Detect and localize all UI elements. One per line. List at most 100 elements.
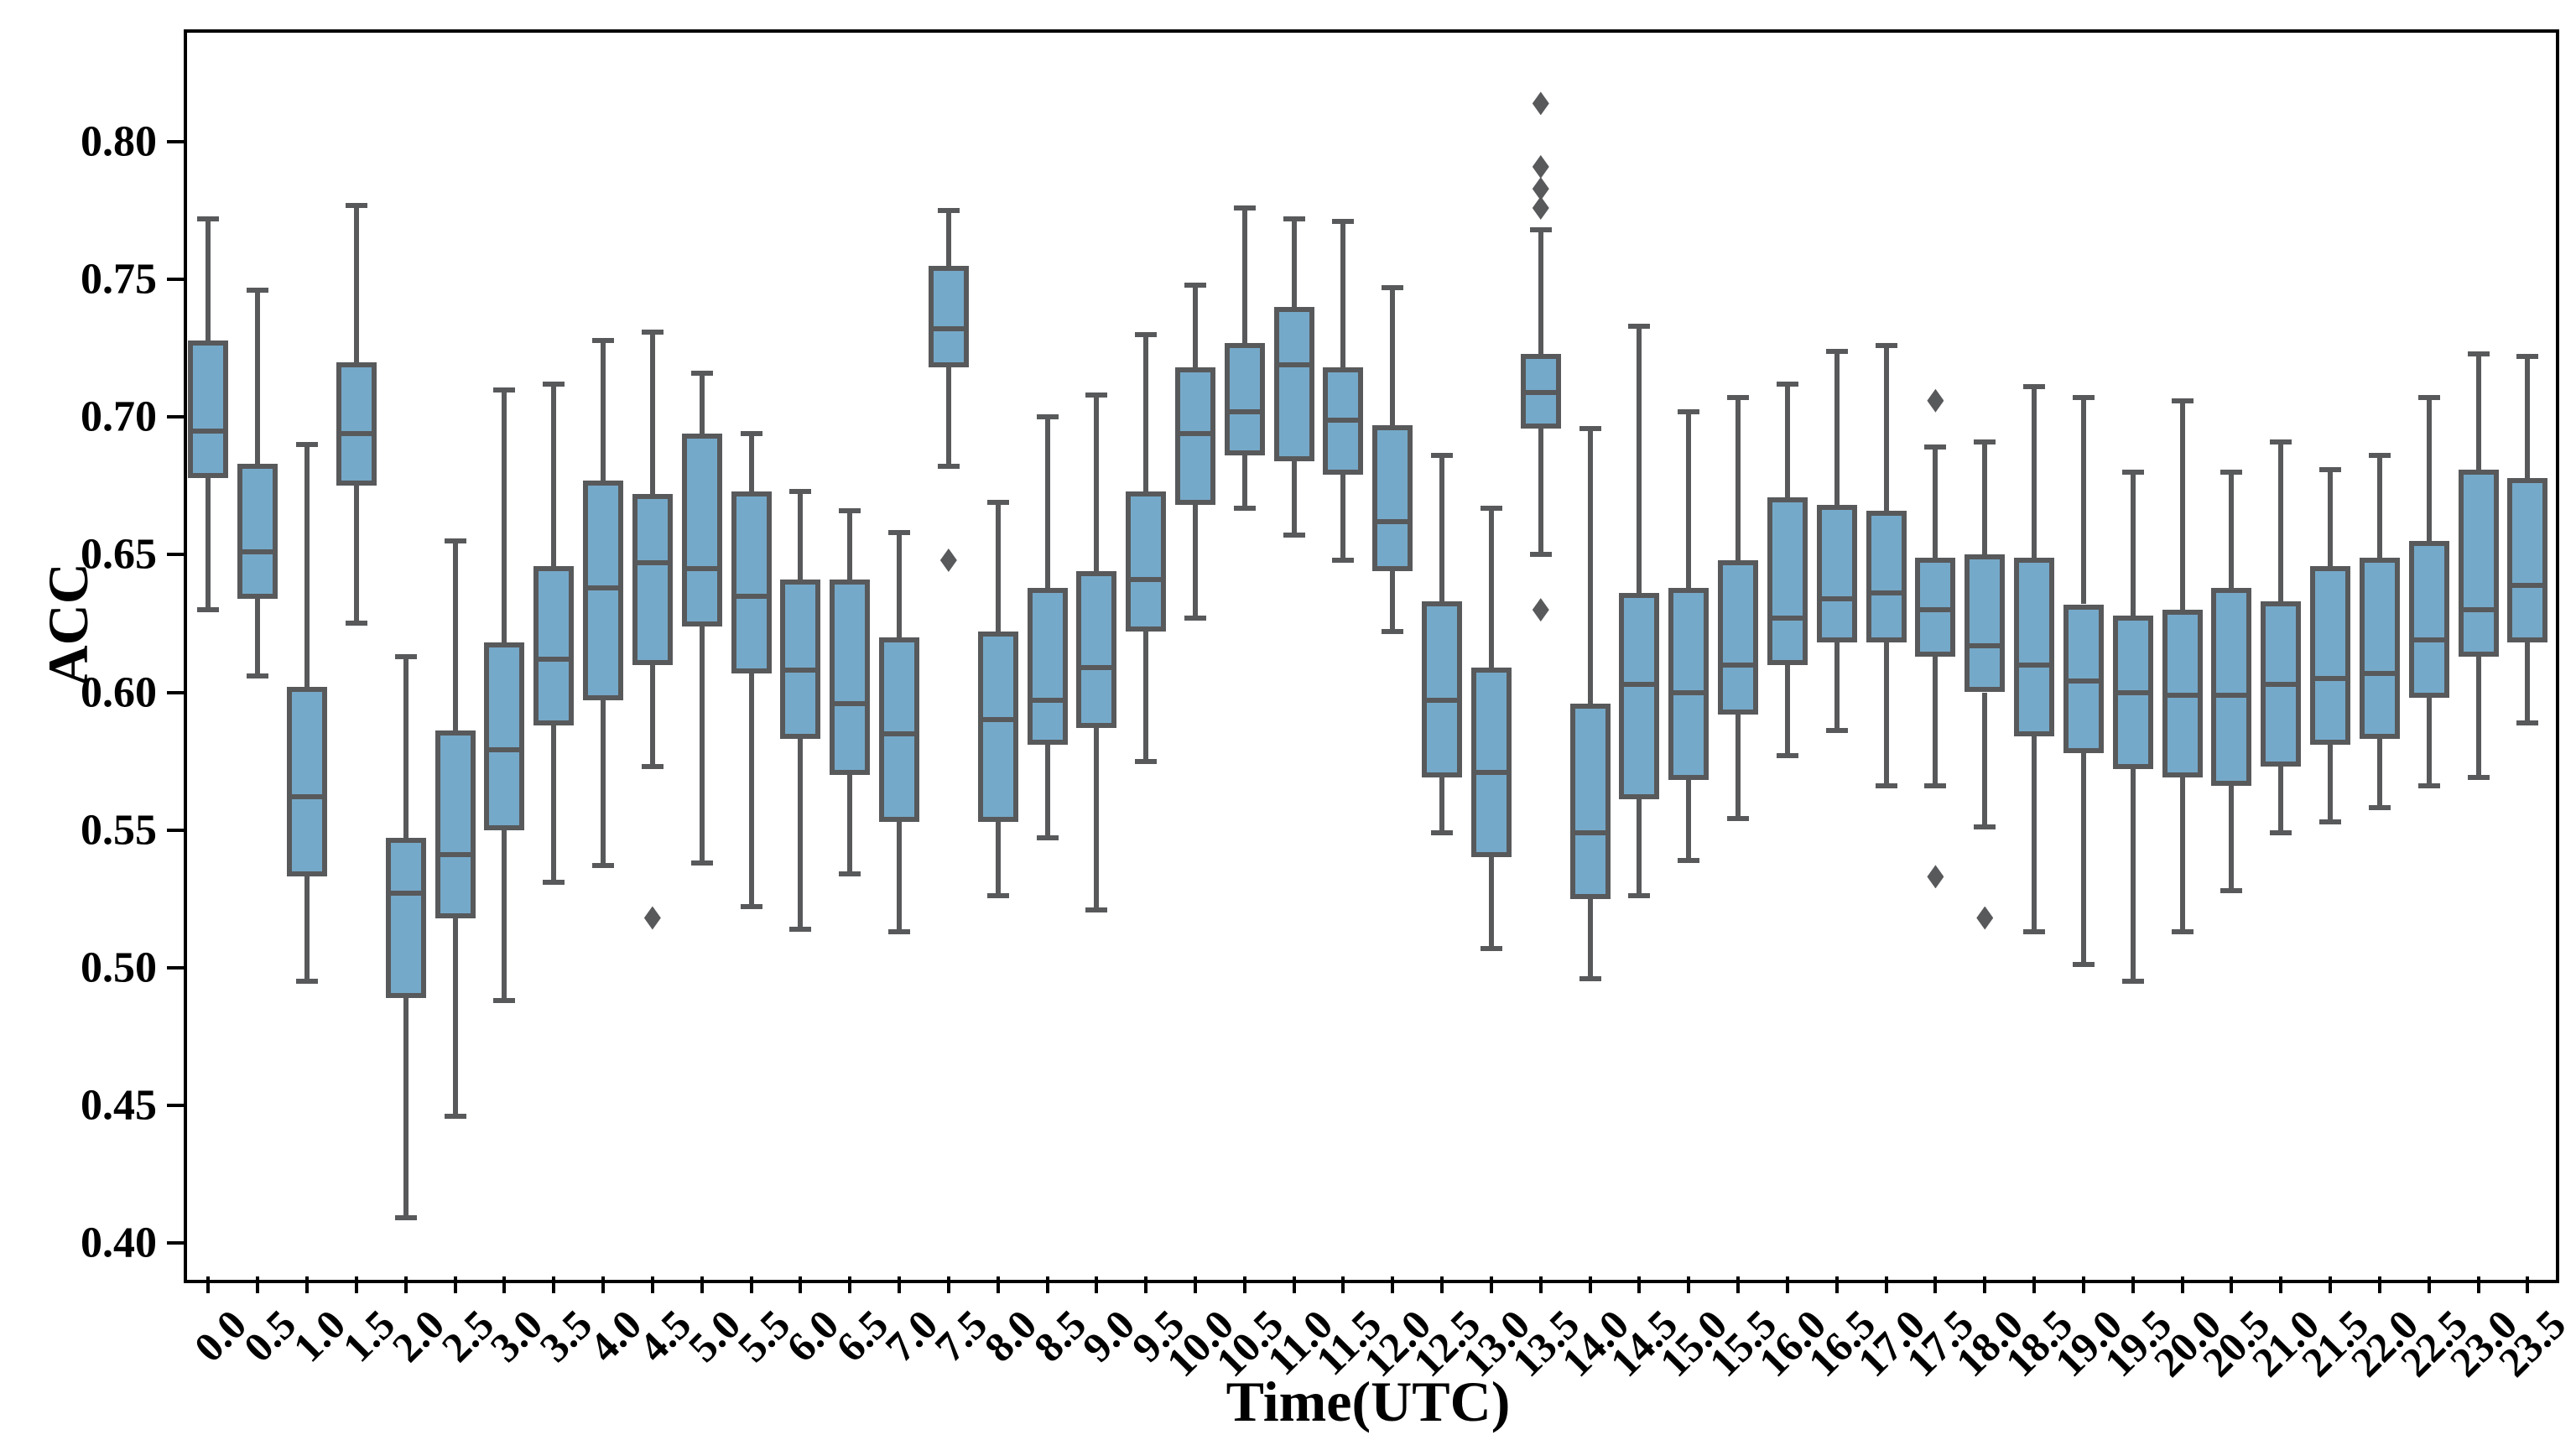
x-tick — [256, 1276, 260, 1293]
x-tick — [898, 1276, 902, 1293]
lower-whisker — [2376, 739, 2382, 808]
lower-whisker — [1241, 455, 1247, 508]
lower-whisker — [1933, 656, 1939, 787]
x-tick — [1687, 1276, 1691, 1293]
box-18.5 — [2014, 557, 2055, 736]
upper-whisker-cap — [197, 216, 220, 222]
median-line — [1965, 642, 2006, 648]
lower-whisker — [353, 486, 359, 624]
lower-whisker-cap — [1135, 758, 1158, 764]
box-7.5 — [928, 265, 969, 368]
upper-whisker-cap — [345, 202, 367, 208]
x-tick — [1834, 1276, 1839, 1293]
upper-whisker-cap — [1529, 227, 1552, 233]
lower-whisker — [1044, 744, 1050, 839]
median-line — [1569, 829, 1611, 835]
upper-whisker-cap — [1924, 444, 1947, 450]
upper-whisker — [1291, 219, 1297, 308]
box-12.5 — [1422, 601, 1463, 778]
x-tick — [946, 1276, 950, 1293]
upper-whisker-cap — [2467, 351, 2490, 356]
upper-whisker-cap — [2319, 466, 2342, 472]
y-tick-label: 0.60 — [81, 668, 157, 716]
outlier-diamond — [1532, 91, 1549, 116]
x-tick — [749, 1276, 753, 1293]
median-line — [1372, 519, 1413, 525]
upper-whisker — [2475, 353, 2481, 470]
box-12.0 — [1372, 425, 1413, 572]
outlier-diamond — [1532, 177, 1549, 201]
upper-whisker — [2229, 472, 2235, 588]
upper-whisker — [2179, 400, 2185, 611]
median-line — [1422, 698, 1463, 704]
upper-whisker — [2130, 472, 2136, 616]
box-14.0 — [1569, 703, 1611, 899]
lower-whisker — [995, 821, 1001, 897]
outlier-diamond — [1532, 154, 1549, 179]
lower-whisker — [2278, 767, 2284, 833]
lower-whisker — [1340, 475, 1346, 560]
box-8.5 — [1027, 587, 1068, 745]
median-line — [1866, 590, 1907, 596]
box-23.0 — [2458, 469, 2499, 657]
lower-whisker — [452, 918, 458, 1116]
upper-whisker-cap — [444, 538, 466, 544]
lower-whisker-cap — [592, 863, 615, 869]
y-tick-label: 0.65 — [81, 530, 157, 579]
x-tick — [1588, 1276, 1592, 1293]
y-tick-label: 0.40 — [81, 1219, 157, 1267]
median-line — [2112, 689, 2153, 695]
median-line — [1668, 689, 1710, 695]
lower-whisker-cap — [888, 928, 911, 934]
upper-whisker-cap — [247, 288, 269, 294]
y-tick-label: 0.75 — [81, 255, 157, 304]
median-line — [287, 794, 328, 800]
lower-whisker-cap — [1036, 835, 1059, 841]
lower-whisker — [1094, 728, 1100, 910]
upper-whisker-cap — [888, 530, 911, 536]
lower-whisker-cap — [1875, 783, 1897, 789]
box-18.0 — [1965, 554, 2006, 693]
lower-whisker-cap — [2171, 928, 2194, 934]
upper-whisker-cap — [394, 653, 417, 659]
upper-whisker-cap — [2072, 395, 2095, 401]
box-14.5 — [1619, 593, 1660, 800]
box-0.5 — [237, 464, 278, 599]
x-tick — [1983, 1276, 1987, 1293]
y-tick — [167, 965, 184, 970]
box-7.0 — [879, 637, 920, 822]
box-1.5 — [336, 361, 377, 486]
lower-whisker — [945, 367, 951, 467]
lower-whisker-cap — [1283, 533, 1305, 538]
lower-whisker-cap — [1628, 893, 1651, 899]
upper-whisker-cap — [543, 382, 565, 387]
lower-whisker — [1390, 571, 1396, 632]
median-line — [1816, 595, 1857, 601]
median-line — [1224, 408, 1265, 414]
outlier-diamond — [1976, 906, 1994, 930]
box-21.5 — [2310, 565, 2351, 745]
upper-whisker-cap — [1382, 285, 1404, 291]
lower-whisker-cap — [1431, 829, 1454, 835]
upper-whisker-cap — [1332, 219, 1355, 225]
upper-whisker — [1044, 417, 1050, 588]
lower-whisker-cap — [839, 871, 861, 877]
lower-whisker-cap — [1233, 505, 1256, 511]
lower-whisker-cap — [641, 764, 664, 770]
upper-whisker — [748, 434, 754, 491]
x-tick — [1785, 1276, 1789, 1293]
median-line — [484, 747, 525, 753]
upper-whisker-cap — [2516, 354, 2539, 360]
lower-whisker — [2080, 752, 2086, 965]
y-axis-title: ACC — [36, 562, 101, 686]
upper-whisker — [452, 541, 458, 731]
x-tick — [1045, 1276, 1049, 1293]
box-15.5 — [1718, 560, 1759, 715]
x-tick — [1538, 1276, 1543, 1293]
x-tick — [1341, 1276, 1345, 1293]
upper-whisker-cap — [839, 507, 861, 513]
x-tick — [403, 1276, 408, 1293]
x-tick — [996, 1276, 1000, 1293]
median-line — [2211, 692, 2252, 698]
lower-whisker-cap — [1480, 945, 1502, 951]
